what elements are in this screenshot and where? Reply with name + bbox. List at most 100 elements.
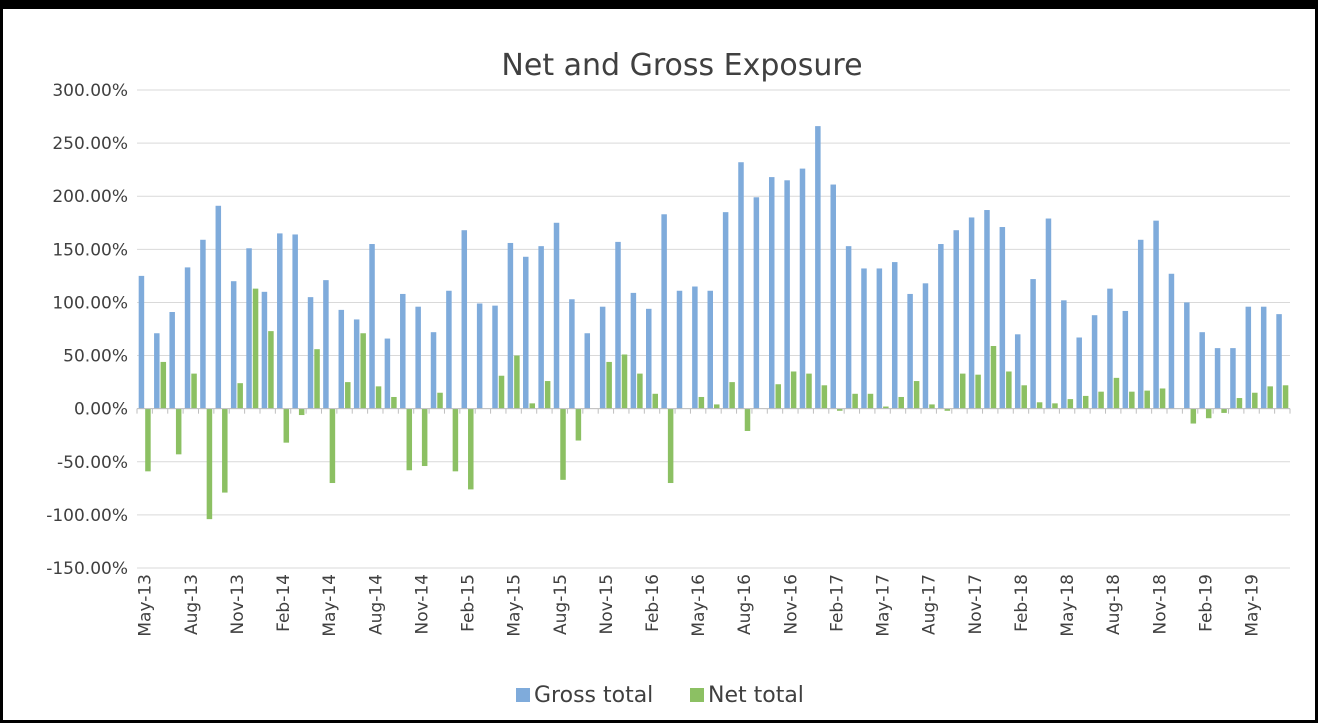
net-total-bar (714, 404, 720, 409)
net-total-bar (1282, 385, 1289, 409)
gross-total-bar (1122, 310, 1129, 409)
net-total-bar (345, 382, 351, 409)
gross-total-bar (799, 168, 806, 409)
gross-total-bar (599, 306, 606, 409)
net-total-bar (775, 384, 781, 409)
x-tick-label: Feb-18 (1012, 574, 1032, 632)
gross-total-bar (999, 227, 1006, 409)
net-total-bar (652, 393, 659, 409)
x-tick-label: May-17 (874, 574, 894, 637)
gross-total-bar (307, 297, 314, 409)
gross-total-bar (446, 290, 452, 409)
y-tick-label: 200.00% (52, 187, 128, 207)
net-total-bar (1067, 399, 1074, 409)
gross-total-bar (1260, 306, 1267, 409)
x-tick-label: May-14 (320, 574, 340, 637)
net-total-bar (883, 406, 889, 409)
net-total-bar (575, 408, 582, 441)
gross-total-bar (953, 230, 959, 409)
gross-total-bar (861, 268, 867, 409)
gross-total-bar (907, 293, 913, 409)
gross-total-bar (1076, 337, 1082, 409)
net-total-bar (667, 408, 674, 484)
gross-total-bar (1045, 218, 1052, 409)
net-total-bar (1021, 385, 1027, 409)
gross-total-bar (1245, 306, 1252, 409)
gross-total-bar (815, 126, 821, 409)
net-total-bar (1190, 408, 1197, 424)
gross-total-bar (200, 239, 206, 409)
net-total-bar (929, 404, 935, 409)
gross-total-bar (984, 210, 990, 409)
gross-total-bar (215, 205, 222, 409)
y-tick-label: -100.00% (46, 506, 128, 526)
y-tick-label: 100.00% (52, 293, 128, 313)
gross-total-bar (400, 293, 406, 409)
gross-total-bar (1014, 334, 1021, 409)
net-total-bar (206, 408, 213, 520)
gross-total-bar (738, 162, 744, 409)
gross-total-bar (615, 241, 621, 409)
x-tick-label: Aug-17 (920, 574, 940, 635)
gross-total-bar (415, 306, 421, 409)
gross-total-bar (845, 246, 852, 409)
net-total-bar (314, 349, 320, 409)
net-total-bar (1267, 386, 1273, 409)
net-total-bar (160, 361, 167, 409)
x-tick-label: Feb-14 (274, 574, 294, 632)
net-total-bar (1236, 398, 1243, 409)
gross-total-bar (1091, 315, 1098, 409)
legend-label-gross-total: Gross total (534, 683, 653, 708)
gross-total-bar (784, 180, 790, 409)
net-total-bar (1144, 390, 1150, 409)
x-tick-label: Feb-16 (643, 574, 663, 632)
net-total-bar (990, 345, 997, 409)
net-total-bar (283, 408, 290, 443)
gross-total-bar (230, 281, 237, 409)
x-tick-label: Feb-19 (1196, 574, 1216, 632)
net-total-bar (329, 408, 336, 484)
gross-total-bar (1061, 300, 1067, 409)
net-total-bar (437, 392, 443, 409)
chart-title: Net and Gross Exposure (501, 48, 862, 83)
net-total-bar (268, 331, 274, 409)
gross-total-bar (246, 248, 252, 409)
net-total-bar (452, 408, 459, 472)
gross-total-bar (461, 230, 468, 409)
gross-total-bar (1030, 279, 1036, 409)
gross-total-bar (707, 290, 713, 409)
net-total-bar (867, 393, 874, 409)
gross-total-bar (661, 214, 667, 409)
x-tick-label: Nov-13 (228, 574, 248, 635)
gross-total-bar (753, 197, 760, 409)
net-total-bar (1129, 391, 1135, 409)
net-total-bars (145, 288, 1289, 520)
y-tick-label: 300.00% (52, 81, 128, 101)
net-total-bar (1036, 402, 1043, 409)
net-total-bar (360, 333, 366, 409)
gross-total-bar (553, 222, 560, 409)
gross-total-bar (430, 332, 437, 409)
gross-total-bar (1107, 288, 1113, 409)
net-total-bar (298, 408, 305, 416)
gross-total-bar (538, 246, 544, 409)
gross-total-bar (523, 256, 529, 409)
gross-total-bar (384, 338, 391, 409)
net-total-bar (175, 408, 182, 455)
legend-swatch-net-total (690, 688, 704, 702)
gross-total-bar (876, 268, 883, 409)
gross-total-bar (630, 292, 637, 409)
net-total-bar (852, 393, 858, 409)
y-tick-label: -50.00% (57, 453, 128, 473)
gross-total-bar (476, 303, 483, 409)
net-total-bar (252, 288, 259, 409)
gross-total-bar (1184, 302, 1190, 409)
net-total-bar (621, 354, 628, 409)
net-total-bar (959, 373, 966, 409)
gross-total-bar (1153, 220, 1159, 409)
net-total-bar (237, 383, 243, 409)
net-total-bar (222, 408, 228, 493)
gross-total-bar (277, 233, 283, 409)
gross-total-bar (768, 177, 775, 409)
x-tick-label: Feb-17 (827, 574, 847, 632)
